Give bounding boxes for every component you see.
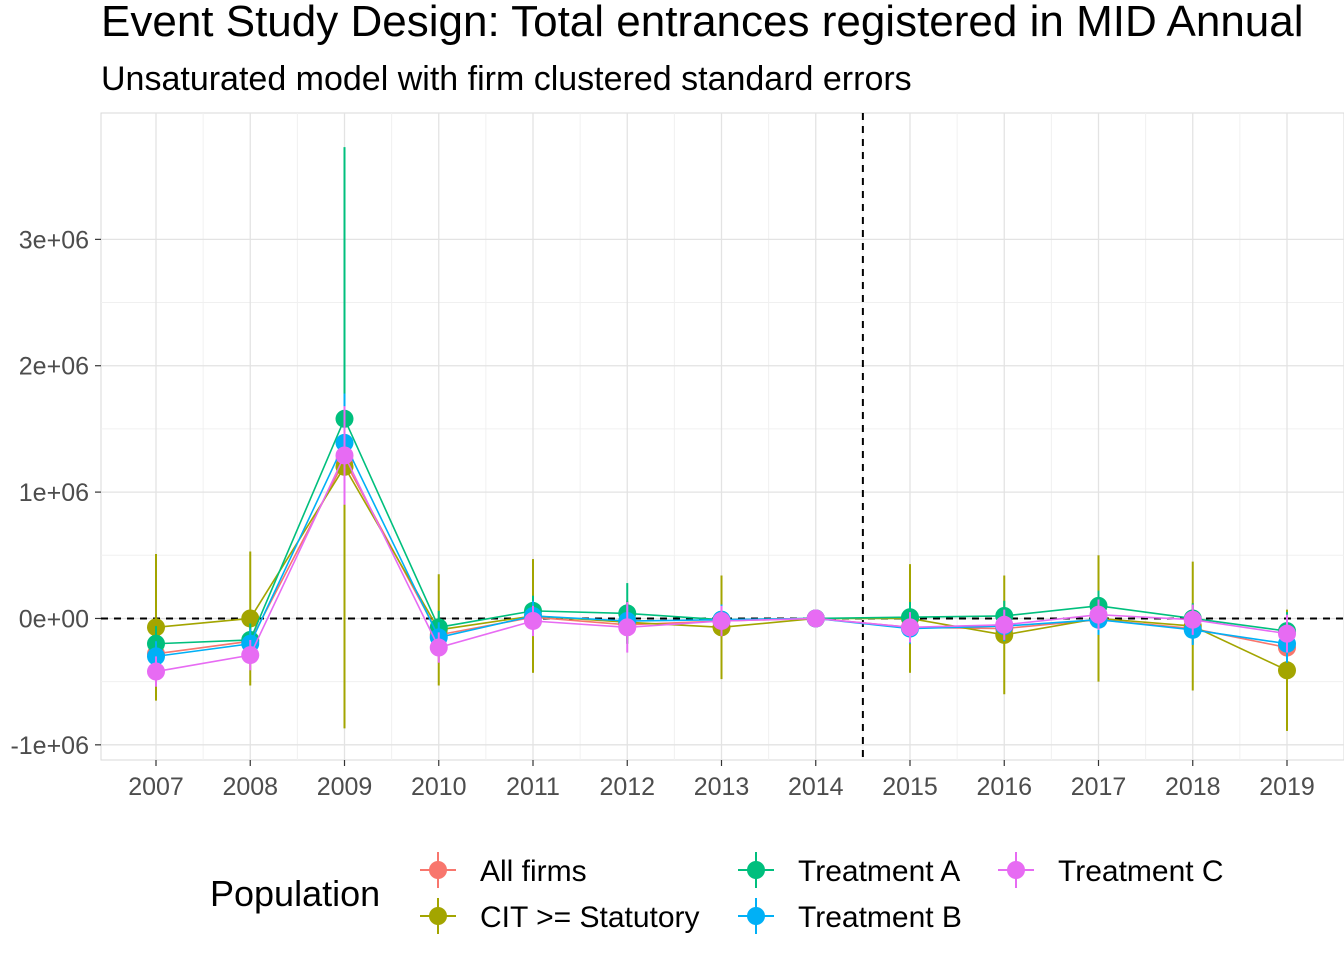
x-tick-label: 2019 [1259, 773, 1315, 801]
x-axis: 2007 2008 2009 2010 2011 2012 2013 2014 2015 2016… [128, 760, 1315, 801]
legend-item-3: Treatment B [738, 898, 962, 934]
data-point [712, 611, 731, 630]
data-point [618, 618, 637, 637]
data-point [335, 446, 354, 465]
legend-key-point [1007, 861, 1025, 879]
chart-subtitle: Unsaturated model with firm clustered st… [101, 60, 912, 98]
legend-item-1: CIT >= Statutory [420, 898, 700, 934]
x-tick-label: 2017 [1071, 773, 1127, 801]
data-point [995, 615, 1014, 634]
series-4 [147, 406, 1296, 687]
x-tick-label: 2008 [222, 773, 278, 801]
legend: Population All firms CIT >= Statutory Trea… [210, 852, 1224, 934]
chart-title: Event Study Design: Total entrances regi… [101, 0, 1304, 46]
legend-key-point [429, 907, 447, 925]
x-tick-label: 2007 [128, 773, 184, 801]
reference-lines [101, 113, 1344, 760]
y-tick-label: 2e+06 [19, 353, 89, 381]
legend-label: Treatment C [1058, 855, 1224, 888]
legend-key-point [747, 861, 765, 879]
x-tick-label: 2011 [506, 773, 560, 801]
x-tick-label: 2009 [317, 773, 373, 801]
x-tick-label: 2013 [694, 773, 750, 801]
legend-label: CIT >= Statutory [480, 901, 700, 934]
data-point [1183, 610, 1202, 629]
legend-key-point [429, 861, 447, 879]
data-point [524, 611, 542, 630]
data-point [241, 646, 260, 665]
x-tick-label: 2010 [411, 773, 467, 801]
y-tick-label: 0e+00 [19, 605, 89, 633]
legend-item-4: Treatment C [998, 852, 1224, 888]
data-point [147, 662, 165, 681]
x-tick-label: 2014 [788, 773, 844, 801]
data-point [241, 609, 260, 628]
data-point [1089, 605, 1108, 624]
y-axis: -1e+06 0e+00 1e+06 2e+06 3e+06 [10, 226, 101, 760]
x-tick-label: 2012 [599, 773, 655, 801]
x-tick-label: 2015 [882, 773, 938, 801]
legend-keys: All firms CIT >= Statutory Treatment A Trea… [420, 852, 1224, 934]
data-point [1278, 624, 1296, 643]
legend-title: Population [210, 873, 380, 914]
legend-label: All firms [480, 855, 587, 888]
y-tick-label: 1e+06 [19, 479, 89, 507]
y-tick-label: -1e+06 [10, 732, 89, 760]
x-tick-label: 2016 [976, 773, 1032, 801]
legend-label: Treatment B [798, 901, 962, 934]
legend-label: Treatment A [798, 855, 960, 888]
data-point [806, 609, 825, 628]
legend-item-2: Treatment A [738, 852, 960, 888]
data-point [901, 618, 919, 637]
legend-item-0: All firms [420, 852, 587, 888]
series-layer [147, 147, 1296, 731]
legend-key-point [747, 907, 765, 925]
data-point [1278, 661, 1296, 680]
data-point [429, 638, 448, 657]
x-tick-label: 2018 [1165, 773, 1221, 801]
y-tick-label: 3e+06 [19, 226, 89, 254]
